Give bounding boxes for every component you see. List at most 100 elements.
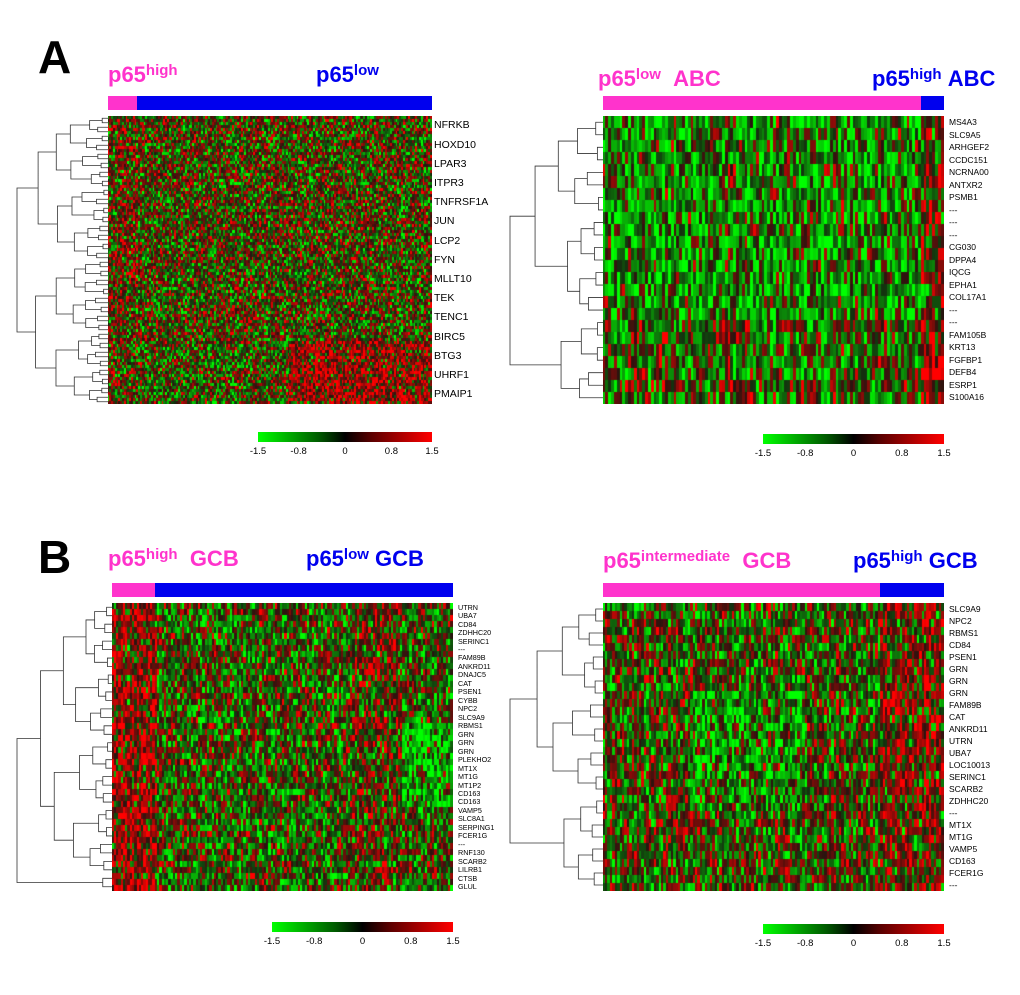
- color-key-tick-label: 0: [359, 936, 366, 947]
- gene-label: NFRKB: [434, 119, 470, 132]
- gene-label: RBMS1: [949, 627, 979, 638]
- panel-a-right-group1-label: p65low ABC: [598, 66, 721, 92]
- color-key-ticks: -1.5 -0.8 0 0.8 1.5: [264, 932, 460, 947]
- panel-b-left-heatmap: [112, 603, 453, 891]
- gene-label: UBA7: [458, 611, 477, 621]
- gene-label: BIRC5: [434, 330, 465, 343]
- dendrogram-branches: [17, 118, 108, 402]
- panel-b-right-group1-label: p65intermediate GCB: [603, 548, 791, 574]
- gene-label: SLC9A9: [949, 603, 981, 614]
- gene-label: ---: [949, 204, 958, 215]
- color-key-tick-label: 1.5: [937, 938, 951, 949]
- panel-a-left-heatmap: [108, 116, 432, 404]
- gene-label: ---: [949, 217, 958, 228]
- panel-b-left-gene-labels: UTRN UBA7 CD84 ZDHHC20 SERINC1 --- FAM89B ANKRD…: [458, 603, 528, 891]
- dendrogram-branches: [17, 607, 112, 887]
- panel-a-left-group1-label: p65high: [108, 62, 178, 88]
- gene-label: PLEKHO2: [458, 755, 492, 765]
- gene-label: COL17A1: [949, 292, 987, 303]
- color-key-tick-label: -0.8: [290, 446, 307, 457]
- color-key-ticks: -1.5 -0.8 0 0.8 1.5: [250, 442, 439, 457]
- gene-label: VAMP5: [949, 843, 978, 854]
- group-suffix: GCB: [375, 546, 424, 571]
- gene-label: CD84: [458, 619, 477, 629]
- gene-label: SLC9A5: [949, 129, 981, 140]
- group-base: p65: [872, 66, 910, 91]
- gene-label: GRN: [458, 746, 474, 756]
- gene-label: CG030: [949, 242, 976, 253]
- gene-label: MLLT10: [434, 272, 472, 285]
- gene-label: SERPING1: [458, 822, 495, 832]
- group-sup: low: [353, 62, 379, 79]
- gene-label: LOC10013: [949, 759, 991, 770]
- group-bar-segment-1: [603, 96, 921, 110]
- gene-label: PSEN1: [949, 651, 977, 662]
- gene-label: ---: [949, 317, 958, 328]
- gene-label: MT1X: [458, 763, 478, 773]
- gene-label: TENC1: [434, 311, 469, 324]
- gene-label: FAM89B: [949, 699, 982, 710]
- gene-label: PMAIP1: [434, 388, 473, 401]
- gene-label: EPHA1: [949, 279, 977, 290]
- gene-label: JUN: [434, 215, 455, 228]
- panel-b-left-color-key: -1.5 -0.8 0 0.8 1.5: [264, 922, 460, 947]
- group-bar-segment-1: [112, 583, 155, 597]
- gene-label: UBA7: [949, 747, 972, 758]
- gene-label: UTRN: [458, 602, 478, 612]
- group-base: p65: [853, 548, 891, 573]
- color-key-tick-label: -0.8: [797, 448, 814, 459]
- gene-label: CTSB: [458, 873, 478, 883]
- gene-label: GRN: [458, 738, 474, 748]
- panel-a-left-gene-labels: NFRKB HOXD10 LPAR3 ITPR3 TNFRSF1A JUN LCP2 FYN M…: [434, 116, 514, 404]
- color-key-tick-label: 0: [342, 446, 348, 457]
- gene-label: MT1G: [949, 831, 973, 842]
- gene-label: FCER1G: [949, 867, 984, 878]
- panel-a-right-group-bar: [603, 96, 944, 110]
- color-key-tick-label: -1.5: [754, 938, 772, 949]
- group-suffix: GCB: [189, 546, 239, 571]
- panel-b-left-group-bar: [112, 583, 453, 597]
- gene-label: CD163: [458, 788, 481, 798]
- gene-label: ANKRD11: [949, 723, 988, 734]
- gene-label: UTRN: [949, 735, 973, 746]
- group-bar-segment-2: [137, 96, 432, 110]
- gene-label: NPC2: [458, 704, 478, 714]
- gene-label: GRN: [458, 729, 474, 739]
- gene-label: MT1P2: [458, 780, 482, 790]
- gene-label: ESRP1: [949, 379, 977, 390]
- gene-label: LCP2: [434, 234, 461, 247]
- gene-label: MT1G: [458, 772, 478, 782]
- group-base: p65: [306, 546, 344, 571]
- panel-b-label: B: [38, 531, 72, 583]
- gene-label: S100A16: [949, 392, 984, 403]
- group-suffix: ABC: [673, 66, 721, 91]
- panel-a-right-dendrogram: [508, 116, 603, 404]
- gene-label: NPC2: [949, 615, 972, 626]
- group-sup: high: [890, 548, 923, 565]
- panel-a-right-color-key: -1.5 -0.8 0 0.8 1.5: [755, 434, 951, 459]
- panel-b-right-heatmap: [603, 603, 944, 891]
- gene-label: ---: [458, 644, 466, 654]
- group-bar-segment-1: [603, 583, 880, 597]
- gene-label: TNFRSF1A: [434, 196, 489, 209]
- gene-label: IQCG: [949, 267, 971, 278]
- gene-label: SLC8A1: [458, 814, 485, 824]
- group-bar-segment-2: [880, 583, 944, 597]
- gene-label: ITPR3: [434, 176, 464, 189]
- color-key-tick-label: 1.5: [446, 936, 460, 947]
- group-bar-segment-2: [155, 583, 453, 597]
- gene-label: NCRNA00: [949, 167, 989, 178]
- color-key-ticks: -1.5 -0.8 0 0.8 1.5: [755, 444, 951, 459]
- gene-label: LILRB1: [458, 865, 482, 875]
- panel-b-left-dendrogram: [15, 603, 112, 891]
- gene-label: UHRF1: [434, 368, 470, 381]
- color-key-tick-label: 0.8: [384, 446, 398, 457]
- gene-label: RNF130: [458, 848, 485, 858]
- gene-label: BTG3: [434, 349, 462, 362]
- gene-label: TEK: [434, 292, 455, 305]
- gene-label: FAM105B: [949, 329, 987, 340]
- gene-label: CD84: [949, 639, 971, 650]
- color-key-ticks: -1.5 -0.8 0 0.8 1.5: [755, 934, 951, 949]
- panel-b-right-gene-labels: SLC9A9 NPC2 RBMS1 CD84 PSEN1 GRN GRN GRN FAM89B C…: [949, 603, 1017, 891]
- group-sup: intermediate: [640, 548, 731, 565]
